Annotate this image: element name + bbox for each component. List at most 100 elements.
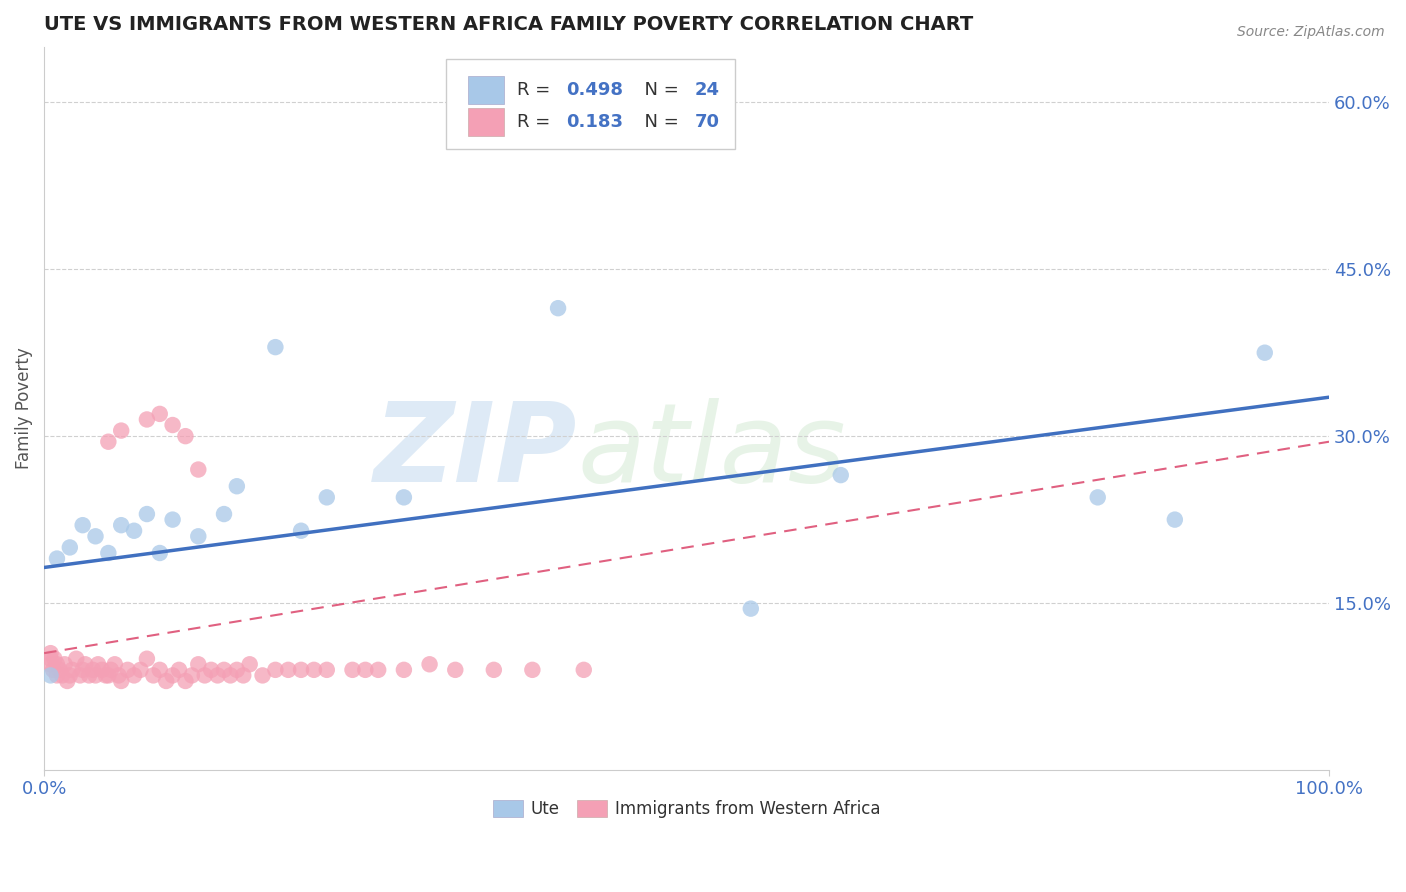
FancyBboxPatch shape	[446, 59, 735, 149]
Point	[277, 663, 299, 677]
Text: atlas: atlas	[578, 398, 846, 505]
Point	[94, 668, 117, 682]
Point	[59, 668, 82, 682]
Point	[149, 407, 172, 421]
Point	[187, 657, 209, 672]
Text: R =: R =	[517, 81, 555, 99]
Text: N =: N =	[633, 113, 685, 131]
Point	[264, 663, 287, 677]
Point	[482, 663, 505, 677]
Point	[239, 657, 262, 672]
Point	[252, 668, 274, 682]
Point	[419, 657, 441, 672]
Point	[110, 518, 132, 533]
Point	[174, 429, 197, 443]
Text: Source: ZipAtlas.com: Source: ZipAtlas.com	[1237, 25, 1385, 39]
Point	[547, 301, 569, 315]
Point	[122, 668, 145, 682]
Point	[572, 663, 595, 677]
Point	[97, 668, 120, 682]
Point	[225, 663, 247, 677]
Point	[315, 663, 337, 677]
Point	[84, 668, 107, 682]
Point	[51, 668, 73, 682]
Point	[97, 546, 120, 560]
Point	[207, 668, 229, 682]
Point	[39, 657, 62, 672]
Y-axis label: Family Poverty: Family Poverty	[15, 348, 32, 469]
Point	[142, 668, 165, 682]
Text: 24: 24	[695, 81, 720, 99]
Point	[290, 663, 312, 677]
Point	[232, 668, 254, 682]
Point	[107, 668, 129, 682]
Point	[1164, 513, 1187, 527]
Point	[354, 663, 377, 677]
Point	[39, 668, 62, 682]
Legend: Ute, Immigrants from Western Africa: Ute, Immigrants from Western Africa	[484, 792, 889, 827]
Text: N =: N =	[633, 81, 685, 99]
Point	[1087, 491, 1109, 505]
Point	[69, 668, 91, 682]
Point	[87, 657, 110, 672]
Point	[212, 663, 235, 677]
Point	[367, 663, 389, 677]
Text: 70: 70	[695, 113, 720, 131]
Point	[219, 668, 242, 682]
Point	[46, 657, 69, 672]
Point	[162, 513, 184, 527]
Point	[135, 412, 157, 426]
Point	[39, 646, 62, 660]
Point	[290, 524, 312, 538]
Point	[104, 657, 127, 672]
Point	[264, 340, 287, 354]
FancyBboxPatch shape	[468, 108, 505, 136]
Point	[59, 541, 82, 555]
Point	[48, 663, 70, 677]
Point	[302, 663, 325, 677]
Point	[135, 651, 157, 665]
Point	[167, 663, 190, 677]
Point	[180, 668, 202, 682]
Point	[72, 663, 94, 677]
Point	[110, 673, 132, 688]
Point	[155, 673, 177, 688]
Text: R =: R =	[517, 113, 555, 131]
Text: UTE VS IMMIGRANTS FROM WESTERN AFRICA FAMILY POVERTY CORRELATION CHART: UTE VS IMMIGRANTS FROM WESTERN AFRICA FA…	[44, 15, 973, 34]
Text: ZIP: ZIP	[374, 398, 578, 505]
Point	[75, 657, 97, 672]
Point	[187, 462, 209, 476]
Text: 0.498: 0.498	[565, 81, 623, 99]
Text: 0.183: 0.183	[565, 113, 623, 131]
Point	[522, 663, 544, 677]
Point	[65, 651, 87, 665]
Point	[110, 424, 132, 438]
Point	[60, 663, 83, 677]
Point	[56, 673, 79, 688]
Point	[187, 529, 209, 543]
Point	[149, 663, 172, 677]
Point	[44, 651, 66, 665]
Point	[46, 668, 69, 682]
Point	[194, 668, 217, 682]
Point	[117, 663, 139, 677]
Point	[122, 524, 145, 538]
Point	[84, 529, 107, 543]
Point	[90, 663, 112, 677]
Point	[342, 663, 364, 677]
Point	[392, 663, 415, 677]
Point	[53, 657, 76, 672]
FancyBboxPatch shape	[468, 77, 505, 103]
Point	[444, 663, 467, 677]
Point	[72, 518, 94, 533]
Point	[162, 417, 184, 432]
Point	[82, 663, 104, 677]
Point	[392, 491, 415, 505]
Point	[740, 601, 762, 615]
Point	[100, 663, 122, 677]
Point	[97, 434, 120, 449]
Point	[39, 651, 62, 665]
Point	[162, 668, 184, 682]
Point	[42, 663, 65, 677]
Point	[212, 507, 235, 521]
